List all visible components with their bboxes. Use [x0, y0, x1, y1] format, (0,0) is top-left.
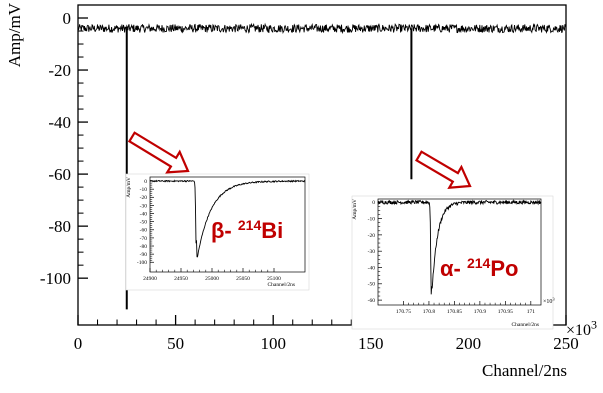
y-axis-title: Amp/mV	[352, 199, 358, 220]
isotope-label-mass: 214	[238, 217, 262, 233]
x-axis-title: Channel/2ns	[482, 361, 567, 380]
inset-alpha-chart-trace	[377, 198, 542, 295]
x-tick-label: 100	[260, 334, 286, 353]
y-tick-label: 0	[144, 179, 147, 185]
y-tick-label: -90	[140, 252, 148, 258]
x-tick-label: 25050	[236, 276, 250, 282]
isotope-label-symbol: β-	[211, 218, 238, 243]
x-multiplier-base: ×10	[543, 299, 552, 305]
y-tick-label: -100	[40, 269, 71, 288]
inset-background	[351, 195, 554, 330]
y-tick-label: -60	[140, 228, 148, 234]
isotope-label: β- 214Bi	[211, 217, 283, 243]
arrow-to-beta-inset	[127, 131, 190, 174]
y-tick-label: -50	[140, 220, 148, 226]
x-tick-label: 25100	[267, 276, 281, 282]
main-chart-trace	[77, 22, 567, 35]
y-tick-label: -20	[140, 195, 148, 201]
y-tick-label: 0	[63, 9, 72, 28]
x-tick-label: 200	[456, 334, 482, 353]
x-tick-label: 150	[358, 334, 384, 353]
isotope-label-symbol: α-	[440, 256, 467, 281]
inset-background	[125, 173, 310, 291]
y-tick-label: -50	[368, 282, 376, 288]
y-tick-label: -60	[48, 165, 71, 184]
y-tick-label: -20	[48, 61, 71, 80]
y-tick-label: 0	[372, 200, 375, 206]
y-tick-label: -10	[140, 187, 148, 193]
x-axis-title: Channel/2ns	[268, 282, 296, 288]
x-tick-label: 250	[553, 334, 579, 353]
inset-beta-chart: 24900 24950 25000 25050 25100 0 -10 -20 -30 -40 -5…	[125, 173, 310, 291]
x-tick-label: 171	[527, 309, 536, 315]
isotope-label-mass: 214	[467, 255, 491, 271]
y-tick-label: -80	[48, 217, 71, 236]
x-multiplier: ×103	[566, 318, 597, 339]
y-tick-label: -30	[368, 249, 376, 255]
y-tick-label: -30	[140, 203, 148, 209]
isotope-label-element: Po	[490, 256, 518, 281]
main-chart: 0 50 100 150 200 2500-20-40-60-80-100Channel/…	[5, 2, 597, 380]
inset-beta-chart-trace	[149, 179, 306, 258]
y-tick-label: -40	[140, 211, 148, 217]
y-tick-label: -100	[137, 260, 147, 266]
x-axis-title: Channel/2ns	[512, 322, 540, 328]
y-tick-label: -10	[368, 216, 376, 222]
main-chart-frame	[77, 4, 567, 326]
x-tick-label: 170.95	[498, 309, 513, 315]
x-tick-label: 0	[74, 334, 83, 353]
x-multiplier-exponent: 3	[552, 297, 555, 302]
y-axis-title: Amp/mV	[5, 2, 24, 67]
y-tick-label: -70	[140, 236, 148, 242]
x-tick-label: 170.85	[447, 309, 462, 315]
x-tick-label: 24950	[174, 276, 188, 282]
x-multiplier: ×103	[543, 297, 555, 305]
y-tick-label: -40	[48, 113, 71, 132]
x-tick-label: 50	[167, 334, 184, 353]
y-tick-label: -60	[368, 298, 376, 304]
x-tick-label: 170.9	[474, 309, 487, 315]
inset-beta-chart-frame	[149, 176, 306, 273]
x-multiplier-base: ×10	[566, 322, 591, 339]
y-tick-label: -20	[368, 233, 376, 239]
x-tick-label: 170.75	[396, 309, 411, 315]
arrow-to-alpha-inset	[414, 150, 472, 189]
x-tick-label: 25000	[205, 276, 219, 282]
isotope-label-element: Bi	[261, 218, 283, 243]
y-axis-title: Amp/mV	[126, 177, 132, 198]
x-tick-label: 24900	[143, 276, 157, 282]
x-multiplier-exponent: 3	[591, 318, 597, 332]
y-tick-label: -80	[140, 244, 148, 250]
x-tick-label: 170.8	[423, 309, 436, 315]
isotope-label: α- 214Po	[440, 255, 518, 281]
y-tick-label: -40	[368, 265, 376, 271]
inset-alpha-chart: 170.75 170.8 170.85 170.9 170.95 171 0 -10 -20 -3…	[351, 195, 555, 330]
